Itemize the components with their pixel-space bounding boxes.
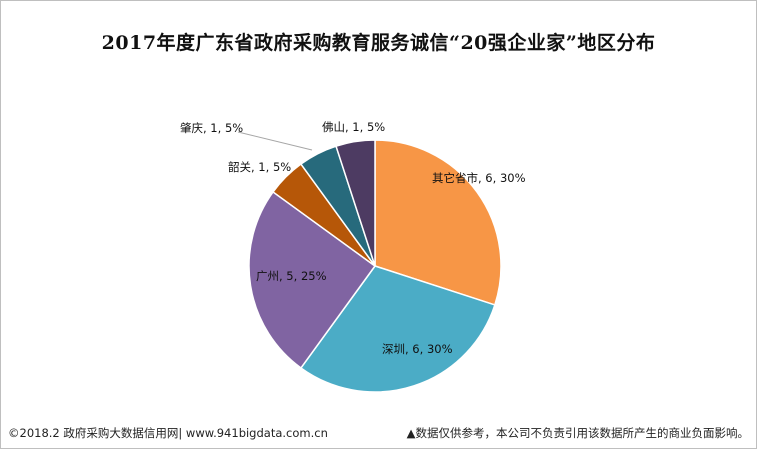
data-label-6: 佛山, 1, 5%	[322, 120, 385, 134]
data-label-5: 肇庆, 1, 5%	[180, 121, 243, 135]
label-leader-line-5	[237, 131, 313, 151]
data-label-2: 深圳, 6, 30%	[382, 342, 453, 356]
chart-title: 2017年度广东省政府采购教育服务诚信“20强企业家”地区分布	[101, 32, 656, 54]
pie-slices	[248, 139, 502, 393]
data-label-1: 其它省市, 6, 30%	[432, 171, 526, 185]
pie-slice-2	[299, 265, 496, 393]
data-label-4: 韶关, 1, 5%	[228, 160, 291, 174]
pie-slice-1	[374, 139, 502, 306]
footer-disclaimer: ▲数据仅供参考，本公司不负责引用该数据所产生的商业负面影响。	[406, 426, 749, 440]
pie-data-labels: 其它省市, 6, 30% 深圳, 6, 30% 广州, 5, 25% 韶关, 1, 5…	[180, 120, 526, 356]
data-label-3: 广州, 5, 25%	[256, 269, 327, 283]
pie-slice-3	[248, 190, 377, 369]
pie-slice-6	[335, 139, 376, 267]
footer-copyright: ©2018.2 政府采购大数据信用网| www.941bigdata.com.c…	[8, 426, 328, 440]
